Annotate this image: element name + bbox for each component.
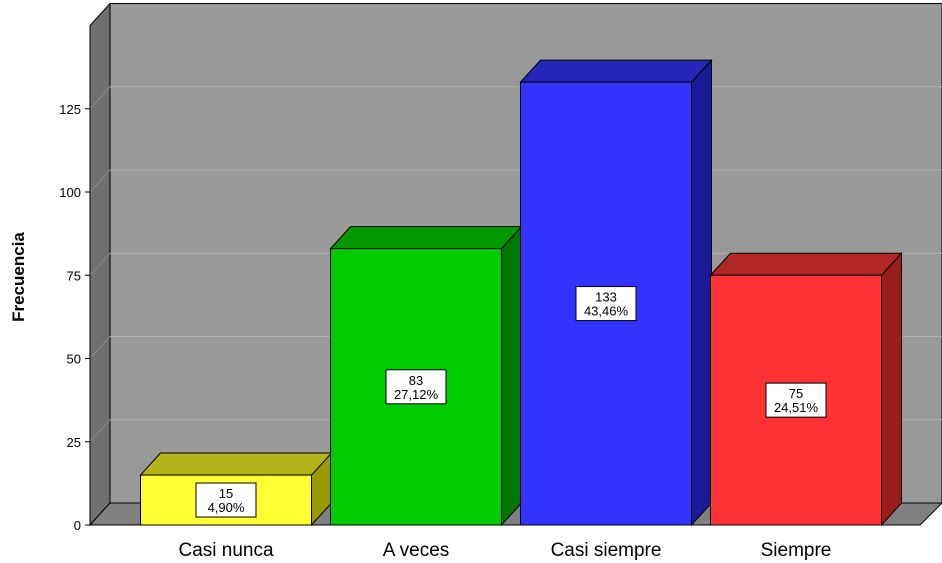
y-axis-label: Frecuencia [9, 232, 28, 322]
gridline-side [89, 169, 111, 193]
x-category-label: A veces [383, 540, 450, 561]
data-label-box [765, 382, 827, 418]
bar-top [139, 452, 333, 476]
data-label-percent: 27,12% [394, 387, 439, 402]
x-category-label: Siempre [761, 540, 832, 561]
bar-top [329, 226, 523, 250]
bar-side [501, 225, 522, 527]
gridline-side [89, 419, 111, 443]
x-category-label: Casi siempre [551, 540, 662, 561]
y-tick-label: 0 [74, 518, 81, 533]
bar-top [709, 252, 903, 276]
y-tick-label: 125 [59, 102, 81, 117]
y-tick-label: 100 [59, 185, 81, 200]
data-label-count: 75 [789, 386, 803, 401]
y-tick-label: 50 [67, 352, 81, 367]
gridline-side [89, 252, 111, 276]
data-label: 154,90% [195, 482, 257, 518]
data-label-box [575, 286, 637, 322]
data-label-box [385, 369, 447, 405]
bar-top [519, 59, 713, 83]
bar-side [881, 251, 902, 527]
gridline-side [89, 336, 111, 359]
y-axis: 0 25 50 75 100 125 [59, 25, 91, 533]
y-tick-label: 25 [67, 435, 81, 450]
y-tick-label: 75 [67, 268, 81, 283]
data-label-count: 83 [409, 373, 423, 388]
x-axis: Casi nunca A veces Casi siempre Siempre [178, 540, 831, 561]
data-label-percent: 43,46% [584, 304, 629, 319]
bar: 154,90% [139, 451, 333, 527]
data-label-count: 133 [595, 290, 617, 305]
data-label-box [195, 482, 257, 518]
gridline-side [89, 86, 111, 110]
bar-side [691, 58, 712, 527]
x-category-label: Casi nunca [178, 540, 273, 561]
data-label-percent: 24,51% [774, 400, 819, 415]
data-label-percent: 4,90% [208, 500, 245, 515]
data-label-count: 15 [219, 486, 233, 501]
